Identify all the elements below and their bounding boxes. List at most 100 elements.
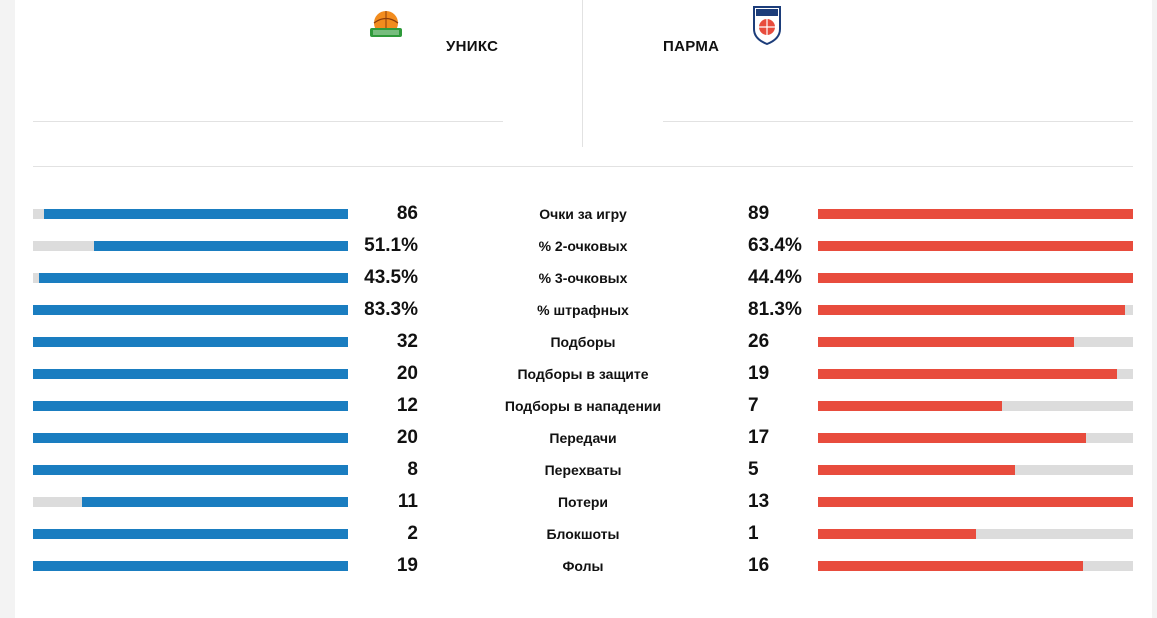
home-bar-track <box>33 337 348 347</box>
away-bar-fill <box>818 433 1086 443</box>
home-stat-value: 86 <box>396 203 418 224</box>
away-stat-value: 89 <box>748 203 770 224</box>
away-bar-track <box>818 305 1133 315</box>
away-bar-fill <box>818 497 1133 507</box>
home-bar-fill <box>33 433 348 443</box>
home-bar-fill <box>33 465 348 475</box>
away-bar-fill <box>818 337 1074 347</box>
away-bar-track <box>818 401 1133 411</box>
stat-label: Потери <box>557 494 609 510</box>
away-stat-value: 19 <box>748 363 770 384</box>
home-bar-track <box>33 465 348 475</box>
stat-label: % 3-очковых <box>538 270 628 286</box>
home-stat-value: 2 <box>407 523 418 544</box>
home-stat-value: 19 <box>396 555 418 576</box>
home-stat-value: 83.3% <box>364 299 418 320</box>
home-stat-value: 20 <box>396 427 418 448</box>
away-stat-value: 17 <box>748 427 770 448</box>
away-stat-value: 81.3% <box>748 299 802 320</box>
stats-card: УНИКС ПАРМА 86 Очки за игру 89 51.1% % 2-очк… <box>15 0 1152 618</box>
away-bar-track <box>818 241 1133 251</box>
away-stat-value: 44.4% <box>748 267 802 288</box>
stat-row: 43.5% % 3-очковых 44.4% <box>15 262 1152 294</box>
home-stat-value: 12 <box>396 395 418 416</box>
stat-row: 83.3% % штрафных 81.3% <box>15 294 1152 326</box>
home-bar-fill <box>33 337 348 347</box>
header-divider <box>582 0 583 147</box>
away-bar-track <box>818 209 1133 219</box>
away-bar-track <box>818 497 1133 507</box>
away-stat-value: 16 <box>748 555 770 576</box>
section-divider <box>33 166 1133 167</box>
home-bar-track <box>33 369 348 379</box>
away-bar-track <box>818 337 1133 347</box>
away-bar-fill <box>818 305 1125 315</box>
home-bar-fill <box>33 401 348 411</box>
home-stat-value: 51.1% <box>364 235 418 256</box>
away-stat-value: 63.4% <box>748 235 802 256</box>
stat-label: Фолы <box>562 558 604 574</box>
away-bar-track <box>818 433 1133 443</box>
stat-row: 20 Передачи 17 <box>15 422 1152 454</box>
home-bar-fill <box>44 209 348 219</box>
stat-label: Блокшоты <box>546 526 620 542</box>
away-bar-fill <box>818 369 1117 379</box>
header-line-right <box>663 121 1133 122</box>
home-bar-track <box>33 529 348 539</box>
home-bar-fill <box>39 273 348 283</box>
away-bar-fill <box>818 241 1133 251</box>
parma-logo <box>753 6 781 45</box>
away-bar-track <box>818 273 1133 283</box>
stat-row: 20 Подборы в защите 19 <box>15 358 1152 390</box>
stat-row: 86 Очки за игру 89 <box>15 198 1152 230</box>
home-stat-value: 32 <box>396 331 418 352</box>
stat-label: Перехваты <box>544 462 622 478</box>
away-bar-fill <box>818 561 1083 571</box>
stat-row: 11 Потери 13 <box>15 486 1152 518</box>
home-bar-track <box>33 305 348 315</box>
home-bar-fill <box>33 305 348 315</box>
home-bar-track <box>33 433 348 443</box>
away-stat-value: 7 <box>748 395 759 416</box>
stat-label: Подборы в нападении <box>504 398 662 414</box>
away-bar-fill <box>818 401 1002 411</box>
away-bar-track <box>818 369 1133 379</box>
stats-list: 86 Очки за игру 89 51.1% % 2-очковых 63.4% 43.… <box>15 198 1152 582</box>
away-stat-value: 13 <box>748 491 770 512</box>
home-bar-fill <box>33 369 348 379</box>
stat-row: 12 Подборы в нападении 7 <box>15 390 1152 422</box>
stat-row: 19 Фолы 16 <box>15 550 1152 582</box>
stat-row: 2 Блокшоты 1 <box>15 518 1152 550</box>
home-bar-fill <box>94 241 348 251</box>
home-stat-value: 8 <box>407 459 418 480</box>
unics-logo <box>370 11 402 37</box>
stat-label: Подборы <box>550 334 616 350</box>
away-stat-value: 26 <box>748 331 770 352</box>
stat-label: Подборы в защите <box>517 366 649 382</box>
home-bar-fill <box>33 561 348 571</box>
home-bar-track <box>33 273 348 283</box>
away-stat-value: 5 <box>748 459 759 480</box>
away-bar-track <box>818 465 1133 475</box>
away-bar-track <box>818 529 1133 539</box>
home-bar-fill <box>33 529 348 539</box>
home-bar-track <box>33 497 348 507</box>
home-stat-value: 20 <box>396 363 418 384</box>
home-bar-track <box>33 401 348 411</box>
stat-label: Передачи <box>549 430 617 446</box>
home-bar-track <box>33 209 348 219</box>
away-bar-track <box>818 561 1133 571</box>
away-stat-value: 1 <box>748 523 759 544</box>
away-team-name: ПАРМА <box>663 38 720 55</box>
header-line-left <box>33 121 503 122</box>
home-bar-track <box>33 241 348 251</box>
away-bar-fill <box>818 273 1133 283</box>
stat-row: 51.1% % 2-очковых 63.4% <box>15 230 1152 262</box>
away-bar-fill <box>818 209 1133 219</box>
away-bar-fill <box>818 465 1015 475</box>
stat-label: % 2-очковых <box>538 238 628 254</box>
home-bar-fill <box>82 497 348 507</box>
stat-label: Очки за игру <box>539 206 627 222</box>
stat-row: 8 Перехваты 5 <box>15 454 1152 486</box>
home-team-name: УНИКС <box>446 38 499 55</box>
